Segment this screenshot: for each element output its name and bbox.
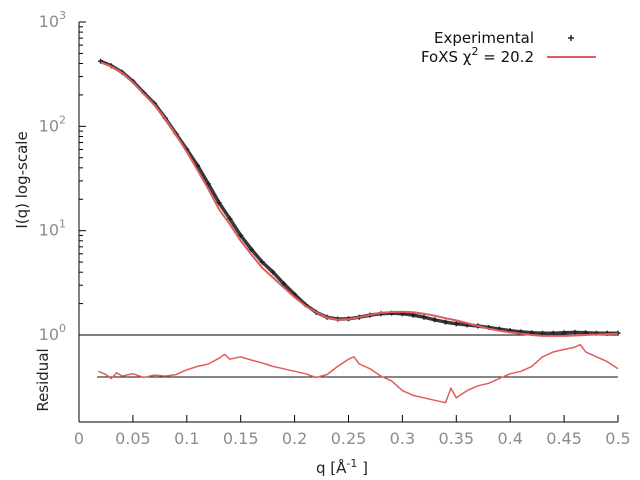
x-axis-ticks: 0 0.05 0.1 0.15 0.2 0.25 0.3 0.35 0.4 0.45 0.5: [74, 415, 631, 448]
x-tick-label: 0.4: [497, 429, 522, 448]
legend: Experimental FoXS χ2 = 20.2: [421, 29, 596, 66]
x-tick-label: 0: [74, 429, 84, 448]
x-tick-label: 0.35: [438, 429, 474, 448]
x-tick-label: 0.45: [546, 429, 582, 448]
x-axis-title: q [Å-1 ]: [316, 457, 368, 477]
residual-y-axis-title: Residual: [34, 348, 52, 411]
residual-plot-panel: 0 0.05 0.1 0.15 0.2 0.25 0.3 0.35 0.4 0.45 0.5: [74, 335, 631, 448]
residual-line: [98, 343, 619, 404]
x-tick-label: 0.2: [282, 429, 307, 448]
legend-fit-label: FoXS χ2 = 20.2: [421, 45, 534, 66]
foxs-fit-line: [100, 61, 619, 337]
main-y-axis-title: I(q) log-scale: [13, 131, 31, 228]
experimental-band: [99, 59, 618, 335]
x-tick-label: 0.05: [115, 429, 151, 448]
x-tick-label: 0.1: [174, 429, 199, 448]
main-y-tick-label: 101: [39, 218, 66, 240]
x-tick-label: 0.25: [331, 429, 367, 448]
residual-curve: [98, 343, 619, 404]
main-y-ticks: 100 101 102 103: [39, 9, 86, 344]
experimental-points: [98, 58, 621, 336]
foxs-fit-curve: [100, 61, 619, 337]
legend-experimental-marker: [568, 35, 574, 41]
main-plot-panel: 100 101 102 103: [39, 9, 621, 344]
x-tick-label: 0.5: [605, 429, 630, 448]
legend-experimental-label: Experimental: [434, 29, 534, 47]
main-y-tick-label: 100: [39, 322, 66, 344]
x-tick-label: 0.3: [390, 429, 415, 448]
main-y-tick-label: 103: [39, 9, 66, 31]
main-y-tick-label: 102: [39, 113, 66, 135]
x-tick-label: 0.15: [223, 429, 259, 448]
